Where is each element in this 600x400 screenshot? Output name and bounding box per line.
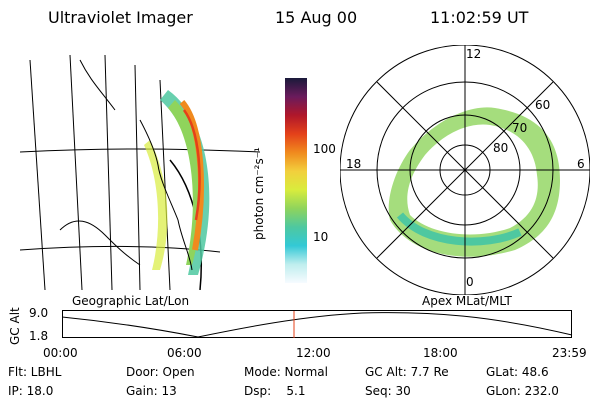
meta-glon: GLon: 232.0: [486, 384, 559, 398]
time-tick-0600: 06:00: [167, 346, 202, 360]
altitude-plot-frame: [62, 310, 572, 338]
meta-flt: Flt: LBHL: [8, 365, 62, 379]
caption-geographic: Geographic Lat/Lon: [72, 294, 190, 308]
colorbar-unit-label: photon cm⁻²s⁻¹: [252, 147, 266, 240]
meridian-line: [29, 59, 46, 290]
time-tick-2359: 23:59: [552, 346, 587, 360]
meridian-line: [104, 54, 113, 290]
caption-apex: Apex MLat/MLT: [422, 294, 512, 308]
observation-date: 15 Aug 00: [275, 8, 358, 27]
instrument-title: Ultraviolet Imager: [48, 8, 193, 27]
meridian-line: [134, 64, 141, 290]
aurora-band-middle: [168, 100, 203, 265]
colorbar: [285, 78, 307, 283]
time-tick-0000: 00:00: [43, 346, 78, 360]
altitude-ylabel: GC Alt: [8, 307, 22, 345]
mlat-label-60: 60: [535, 98, 551, 112]
mlt-label-12: 12: [466, 47, 482, 61]
mlat-label-80: 80: [493, 141, 509, 155]
meridian-line: [69, 54, 83, 290]
meta-glat: GLat: 48.6: [486, 365, 549, 379]
altitude-ytick-high: 9.0: [29, 306, 49, 320]
altitude-plot: [62, 310, 573, 338]
aurora-band-inner: [144, 140, 168, 270]
spoke-diag-2: [376, 81, 554, 259]
coastline: [139, 119, 193, 271]
meta-door: Door: Open: [126, 365, 195, 379]
polar-mlat-mlt-plot: [340, 45, 590, 295]
parallel-line: [20, 148, 260, 153]
meta-ip: IP: 18.0: [8, 384, 54, 398]
altitude-curve: [62, 312, 573, 338]
colorbar-gradient: [285, 78, 307, 283]
mlat-label-70: 70: [512, 121, 528, 135]
mlt-label-00: 0: [466, 275, 474, 289]
meridian-line: [159, 79, 171, 290]
meta-dsp: Dsp: 5.1: [244, 384, 306, 398]
colorbar-tick-10: 10: [313, 230, 329, 244]
meta-mode: Mode: Normal: [244, 365, 328, 379]
geographic-map-view: [20, 54, 260, 290]
auroral-oval-band: [396, 212, 522, 246]
meta-gc-alt: GC Alt: 7.7 Re: [365, 365, 449, 379]
coastline: [59, 220, 141, 266]
mlt-label-06: 6: [577, 157, 585, 171]
observation-time: 11:02:59 UT: [430, 8, 529, 27]
altitude-ytick-low: 1.8: [29, 329, 49, 343]
meta-gain: Gain: 13: [126, 384, 177, 398]
aurora-band-peak: [182, 109, 201, 221]
time-tick-1200: 12:00: [296, 346, 331, 360]
time-tick-1800: 18:00: [423, 346, 458, 360]
mlt-label-18: 18: [346, 157, 362, 171]
meta-seq: Seq: 30: [365, 384, 411, 398]
colorbar-tick-100: 100: [313, 142, 336, 156]
coastline: [79, 59, 116, 111]
